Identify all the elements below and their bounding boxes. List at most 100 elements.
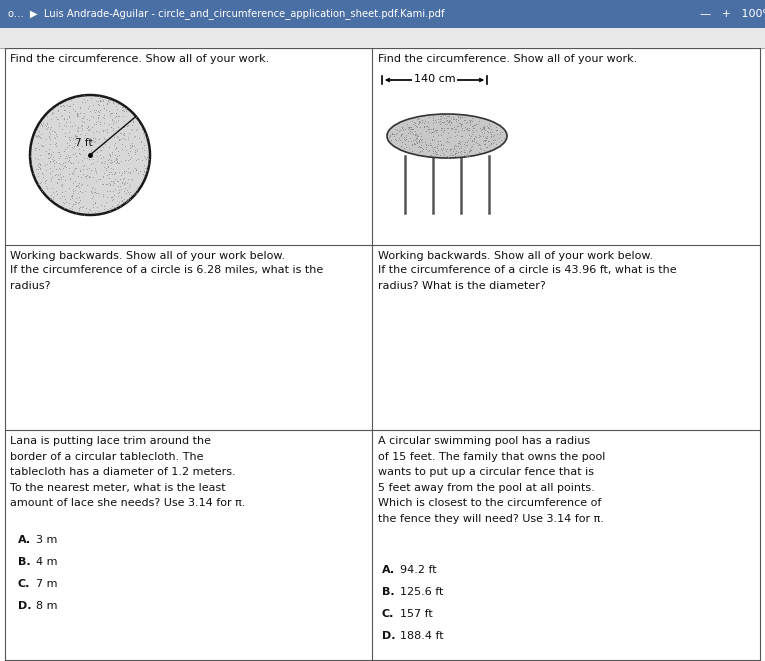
Point bbox=[496, 126, 508, 137]
Point bbox=[396, 122, 409, 132]
Point bbox=[80, 128, 92, 138]
Point bbox=[96, 157, 108, 167]
Point bbox=[119, 145, 132, 155]
Point bbox=[90, 184, 102, 194]
Point bbox=[41, 118, 54, 129]
Point bbox=[113, 134, 125, 144]
Point bbox=[482, 122, 494, 133]
Point bbox=[63, 163, 76, 174]
Text: 8 m: 8 m bbox=[36, 601, 57, 611]
Point bbox=[399, 138, 412, 149]
Point bbox=[117, 197, 129, 208]
Point bbox=[66, 192, 78, 203]
Point bbox=[93, 134, 106, 144]
Point bbox=[485, 124, 497, 134]
Point bbox=[63, 183, 75, 194]
Text: Working backwards. Show all of your work below.: Working backwards. Show all of your work… bbox=[378, 251, 653, 261]
Point bbox=[134, 166, 146, 176]
Text: 3 m: 3 m bbox=[36, 535, 57, 545]
Point bbox=[449, 151, 461, 161]
Point bbox=[74, 165, 86, 176]
Point bbox=[489, 135, 501, 145]
Point bbox=[111, 153, 123, 164]
Point bbox=[76, 112, 89, 123]
Point bbox=[130, 187, 142, 198]
Point bbox=[55, 180, 67, 190]
Point bbox=[100, 159, 112, 170]
Point bbox=[52, 174, 64, 184]
Point bbox=[449, 147, 461, 158]
Point bbox=[454, 146, 467, 157]
Point bbox=[434, 118, 446, 129]
Point bbox=[427, 118, 439, 128]
Point bbox=[97, 126, 109, 136]
Point bbox=[70, 150, 83, 161]
Point bbox=[66, 204, 78, 214]
Point bbox=[34, 118, 47, 129]
Point bbox=[50, 176, 63, 187]
Point bbox=[419, 138, 431, 149]
Point bbox=[86, 182, 99, 192]
Point bbox=[118, 177, 130, 188]
Point bbox=[84, 149, 96, 159]
Point bbox=[25, 159, 37, 169]
Point bbox=[110, 141, 122, 152]
Point bbox=[103, 95, 116, 105]
Point bbox=[44, 127, 56, 137]
Point bbox=[414, 128, 426, 138]
Point bbox=[31, 178, 44, 189]
Point bbox=[96, 171, 109, 181]
Point bbox=[435, 123, 447, 134]
Point bbox=[431, 149, 443, 159]
Point bbox=[86, 157, 99, 168]
Point bbox=[67, 187, 80, 198]
Point bbox=[465, 115, 477, 126]
Point bbox=[103, 106, 115, 116]
Point bbox=[34, 164, 46, 175]
Point bbox=[383, 132, 396, 143]
Point bbox=[103, 155, 115, 165]
Point bbox=[66, 190, 78, 201]
Point bbox=[454, 120, 467, 131]
Point bbox=[435, 110, 447, 121]
Point bbox=[396, 137, 409, 147]
Point bbox=[78, 117, 90, 128]
Point bbox=[438, 124, 450, 135]
Point bbox=[29, 143, 41, 153]
Point bbox=[89, 207, 101, 217]
Point bbox=[444, 120, 456, 130]
Point bbox=[88, 104, 100, 115]
Point bbox=[69, 106, 81, 116]
Point bbox=[431, 113, 444, 124]
Point bbox=[70, 208, 82, 218]
Point bbox=[461, 124, 473, 135]
Point bbox=[50, 169, 62, 180]
Point bbox=[425, 140, 437, 151]
Point bbox=[60, 117, 72, 128]
Point bbox=[451, 120, 464, 131]
Point bbox=[84, 205, 96, 215]
Point bbox=[53, 158, 65, 169]
Point bbox=[105, 167, 117, 177]
Point bbox=[71, 180, 83, 191]
Point bbox=[405, 124, 418, 134]
Point bbox=[455, 120, 467, 131]
Point bbox=[72, 122, 84, 133]
Point bbox=[444, 145, 457, 155]
Point bbox=[398, 132, 410, 142]
Point bbox=[59, 131, 71, 141]
Point bbox=[46, 126, 58, 136]
Point bbox=[464, 132, 477, 142]
Point bbox=[408, 139, 420, 149]
Point bbox=[480, 132, 492, 143]
Point bbox=[60, 175, 72, 185]
Point bbox=[406, 124, 418, 135]
Point bbox=[53, 118, 65, 128]
Point bbox=[130, 125, 142, 136]
Point bbox=[466, 112, 478, 123]
Point bbox=[91, 202, 103, 212]
Point bbox=[90, 117, 103, 128]
Point bbox=[70, 185, 82, 196]
Point bbox=[66, 121, 78, 132]
Text: If the circumference of a circle is 6.28 miles, what is the
radius?: If the circumference of a circle is 6.28… bbox=[10, 265, 324, 291]
